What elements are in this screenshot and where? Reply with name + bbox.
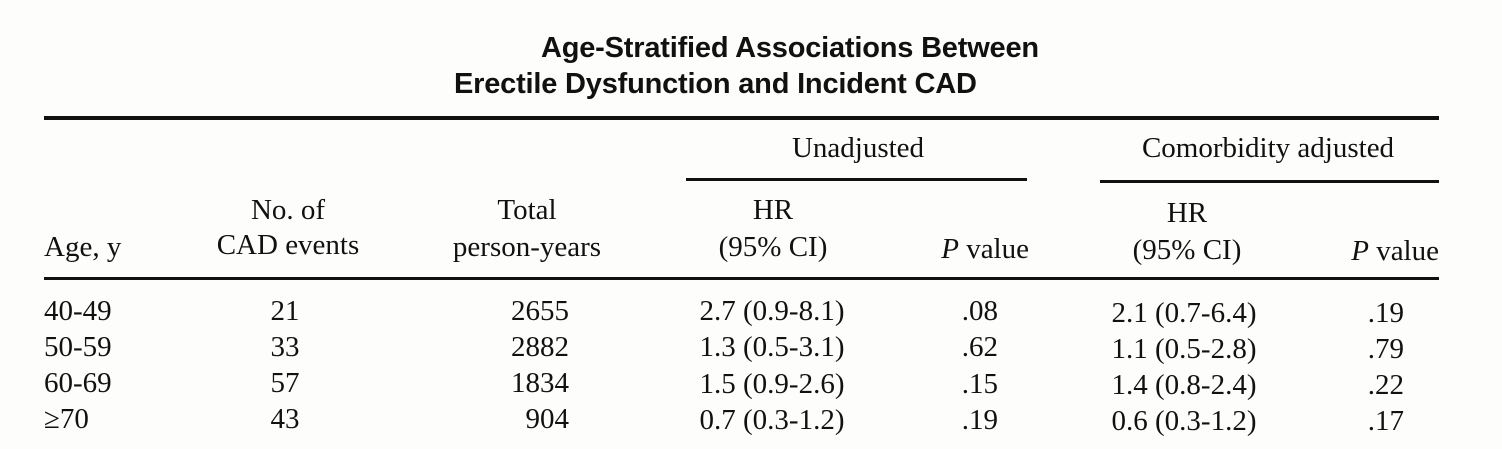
cell-p-unadjusted: .08	[961, 295, 998, 327]
cell-hr-unadjusted: 0.7 (0.3-1.2)	[699, 404, 845, 436]
header-p-unadj: P value	[941, 233, 1029, 265]
cell-p-unadjusted: .62	[961, 331, 998, 363]
cell-events: 57	[270, 367, 300, 399]
cell-person-years: 904	[525, 403, 570, 435]
cell-p-unadjusted: .15	[961, 368, 998, 400]
adjusted-underline	[1100, 180, 1439, 183]
header-hr-unadj-line2: (95% CI)	[718, 231, 828, 263]
top-rule	[44, 116, 1439, 120]
cell-person-years: 2655	[511, 295, 569, 327]
cell-p-adjusted: .22	[1367, 369, 1404, 401]
header-hr-adj-line2: (95% CI)	[1132, 234, 1242, 266]
header-hr-unadj-line1: HR	[752, 194, 794, 226]
cell-hr-adjusted: 0.6 (0.3-1.2)	[1111, 405, 1257, 437]
cell-events: 43	[270, 403, 300, 435]
table-title-line2: Erectile Dysfunction and Incident CAD	[454, 68, 977, 100]
cell-hr-unadjusted: 1.5 (0.9-2.6)	[699, 368, 845, 400]
cell-age: 40-49	[44, 295, 112, 327]
cell-p-adjusted: .17	[1367, 405, 1404, 437]
header-person-years-line1: Total	[497, 194, 557, 226]
cell-events: 21	[270, 295, 300, 327]
header-person-years-line2: person-years	[452, 231, 602, 263]
header-rule	[44, 277, 1439, 280]
cell-hr-adjusted: 1.1 (0.5-2.8)	[1111, 333, 1257, 365]
header-events-line1: No. of	[250, 194, 326, 226]
group-header-unadjusted: Unadjusted	[791, 132, 925, 164]
cell-age: 60-69	[44, 367, 112, 399]
cell-events: 33	[270, 331, 300, 363]
cell-p-unadjusted: .19	[961, 404, 998, 436]
group-header-adjusted: Comorbidity adjusted	[1141, 132, 1395, 164]
header-events-line2: CAD events	[216, 229, 360, 261]
cell-p-adjusted: .19	[1367, 297, 1404, 329]
cell-person-years: 1834	[511, 367, 569, 399]
table-title-line1: Age-Stratified Associations Between	[541, 32, 1039, 64]
cell-p-adjusted: .79	[1367, 333, 1404, 365]
cell-age: ≥70	[44, 403, 89, 435]
header-age: Age, y	[44, 231, 122, 263]
cell-hr-unadjusted: 1.3 (0.5-3.1)	[699, 331, 845, 363]
cell-hr-adjusted: 1.4 (0.8-2.4)	[1111, 369, 1257, 401]
cell-hr-adjusted: 2.1 (0.7-6.4)	[1111, 297, 1257, 329]
cell-person-years: 2882	[511, 331, 569, 363]
cell-age: 50-59	[44, 331, 112, 363]
cell-hr-unadjusted: 2.7 (0.9-8.1)	[699, 295, 845, 327]
header-hr-adj-line1: HR	[1166, 197, 1208, 229]
unadjusted-underline	[686, 178, 1027, 181]
header-p-adj: P value	[1351, 235, 1439, 267]
